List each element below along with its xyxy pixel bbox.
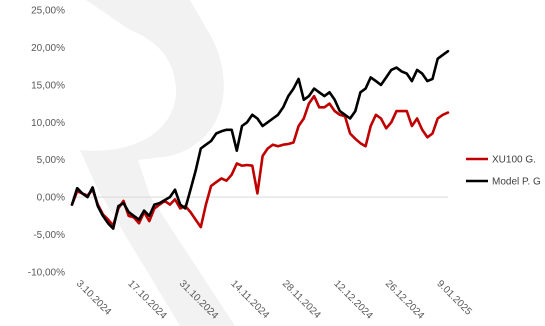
x-tick-label: 26.12.2024 bbox=[383, 278, 426, 321]
watermark bbox=[80, 0, 235, 326]
y-tick-label: -5,00% bbox=[33, 230, 65, 241]
x-tick-label: 14.11.2024 bbox=[228, 278, 271, 321]
series-line-2 bbox=[70, 49, 450, 230]
x-tick-label: 28.11.2024 bbox=[280, 278, 323, 321]
series-lines bbox=[70, 49, 450, 230]
y-tick-label: -10,00% bbox=[28, 268, 65, 279]
series-line-1 bbox=[70, 94, 450, 229]
y-tick-label: 15,00% bbox=[31, 80, 65, 91]
x-tick-labels: 3.10.2024 17.10.2024 31.10.2024 14.11.2024 2… bbox=[74, 278, 474, 321]
legend: XU100 G. Model P. G bbox=[466, 155, 541, 188]
y-tick-label: 0,00% bbox=[37, 193, 65, 204]
x-tick-label: 9.01.2025 bbox=[434, 278, 474, 318]
y-tick-labels: -10,00% -5,00% 0,00% 5,00% 10,00% 15,00% 20,00… bbox=[28, 6, 65, 279]
y-tick-label: 5,00% bbox=[37, 155, 65, 166]
x-tick-label: 3.10.2024 bbox=[74, 278, 114, 318]
legend-label: XU100 G. bbox=[492, 155, 536, 166]
y-tick-label: 20,00% bbox=[31, 43, 65, 54]
y-tick-label: 25,00% bbox=[31, 6, 65, 17]
x-tick-label: 12.12.2024 bbox=[331, 278, 374, 321]
y-tick-label: 10,00% bbox=[31, 118, 65, 129]
legend-label: Model P. G bbox=[492, 177, 541, 188]
